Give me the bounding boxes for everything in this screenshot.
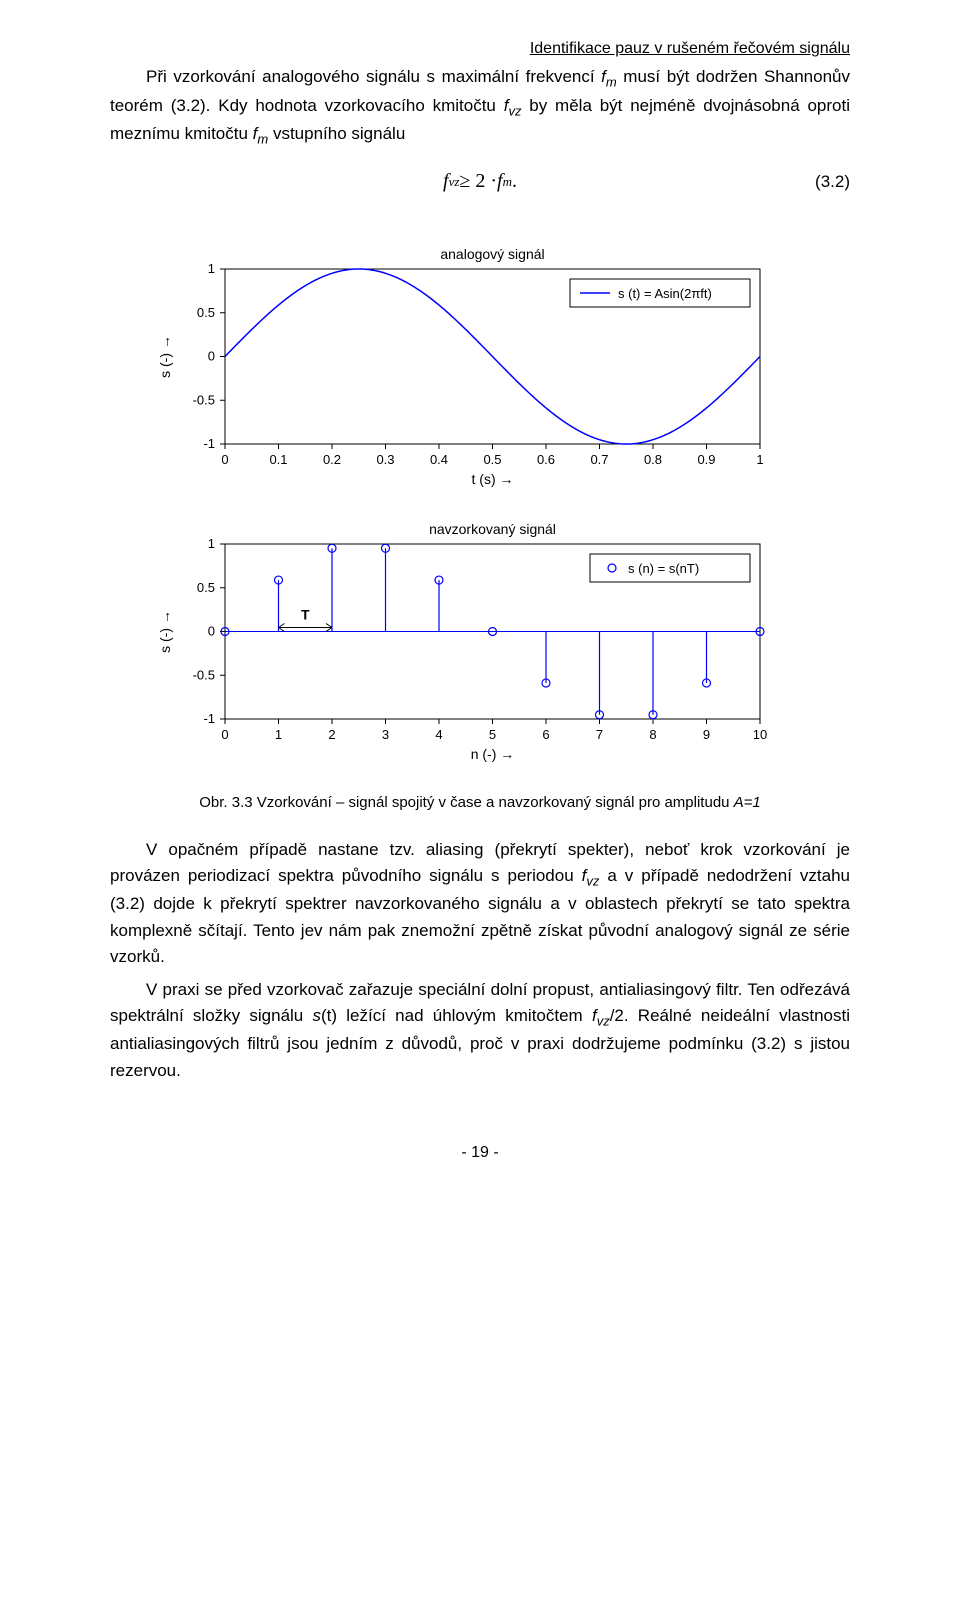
svg-text:-0.5: -0.5 xyxy=(193,392,215,407)
svg-text:0.8: 0.8 xyxy=(644,452,662,467)
svg-text:0: 0 xyxy=(221,727,228,742)
svg-text:t (s) →: t (s) → xyxy=(472,471,514,487)
svg-text:1: 1 xyxy=(275,727,282,742)
svg-text:-1: -1 xyxy=(203,436,215,451)
svg-text:0.5: 0.5 xyxy=(483,452,501,467)
paragraph-2: V opačném případě nastane tzv. aliasing … xyxy=(110,837,850,1084)
svg-text:0: 0 xyxy=(208,348,215,363)
svg-text:3: 3 xyxy=(382,727,389,742)
p1-fm-sub: m xyxy=(606,74,617,89)
svg-text:n (-) →: n (-) → xyxy=(471,746,515,762)
svg-text:0: 0 xyxy=(221,452,228,467)
caption-text: Obr. 3.3 Vzorkování – signál spojitý v č… xyxy=(199,794,733,811)
paragraph-1: Při vzorkování analogového signálu s max… xyxy=(110,64,850,150)
svg-text:10: 10 xyxy=(753,727,767,742)
figure-svg: analogový signál-1-0.500.5100.10.20.30.4… xyxy=(140,224,820,784)
svg-text:0: 0 xyxy=(208,623,215,638)
figure-caption: Obr. 3.3 Vzorkování – signál spojitý v č… xyxy=(110,794,850,811)
p1-fvz-sub: vz xyxy=(508,103,521,118)
eq-rhs-sub: m xyxy=(503,174,512,190)
svg-text:s (-) →: s (-) → xyxy=(157,335,173,378)
page-number: - 19 - xyxy=(110,1144,850,1162)
svg-text:9: 9 xyxy=(703,727,710,742)
svg-text:-0.5: -0.5 xyxy=(193,667,215,682)
p3-fvz-sub: vz xyxy=(597,1013,610,1028)
svg-text:7: 7 xyxy=(596,727,603,742)
svg-text:0.9: 0.9 xyxy=(697,452,715,467)
svg-text:0.7: 0.7 xyxy=(590,452,608,467)
svg-text:T: T xyxy=(301,606,310,622)
svg-text:0.5: 0.5 xyxy=(197,579,215,594)
svg-text:0.1: 0.1 xyxy=(269,452,287,467)
svg-text:8: 8 xyxy=(649,727,656,742)
svg-text:s (-) →: s (-) → xyxy=(157,610,173,653)
svg-text:s (n) = s(nT): s (n) = s(nT) xyxy=(628,561,699,576)
svg-text:0.3: 0.3 xyxy=(376,452,394,467)
svg-text:4: 4 xyxy=(435,727,442,742)
equation-number: (3.2) xyxy=(815,172,850,192)
svg-text:1: 1 xyxy=(208,261,215,276)
p1-text-d: vstupního signálu xyxy=(268,124,405,143)
svg-text:2: 2 xyxy=(328,727,335,742)
eq-lhs-sub: vz xyxy=(449,174,460,190)
svg-text:navzorkovaný signál: navzorkovaný signál xyxy=(429,521,556,537)
p3-text-b: ležící nad úhlovým kmitočtem xyxy=(337,1006,592,1025)
svg-text:5: 5 xyxy=(489,727,496,742)
svg-text:analogový signál: analogový signál xyxy=(440,246,544,262)
svg-text:0.2: 0.2 xyxy=(323,452,341,467)
p2-fvz-sub: vz xyxy=(586,873,599,888)
svg-text:0.4: 0.4 xyxy=(430,452,448,467)
caption-eq: A=1 xyxy=(734,794,761,811)
svg-text:1: 1 xyxy=(208,536,215,551)
p1-text-a: Při vzorkování analogového signálu s max… xyxy=(146,67,601,86)
figure-3-3: analogový signál-1-0.500.5100.10.20.30.4… xyxy=(110,224,850,784)
svg-text:s (t) = Asin(2πft): s (t) = Asin(2πft) xyxy=(618,286,712,301)
svg-text:6: 6 xyxy=(542,727,549,742)
p3-st-var: s xyxy=(312,1006,321,1025)
svg-text:1: 1 xyxy=(756,452,763,467)
svg-text:-1: -1 xyxy=(203,711,215,726)
svg-text:0.6: 0.6 xyxy=(537,452,555,467)
eq-tail: . xyxy=(512,170,517,193)
p1-fm2-sub: m xyxy=(257,131,268,146)
equation-3-2: fvz ≥ 2 · fm . (3.2) xyxy=(110,168,850,196)
svg-text:0.5: 0.5 xyxy=(197,304,215,319)
p3-st-arg: (t) xyxy=(321,1006,337,1025)
running-header: Identifikace pauz v rušeném řečovém sign… xyxy=(110,40,850,58)
eq-ge: ≥ 2 · xyxy=(459,170,497,193)
